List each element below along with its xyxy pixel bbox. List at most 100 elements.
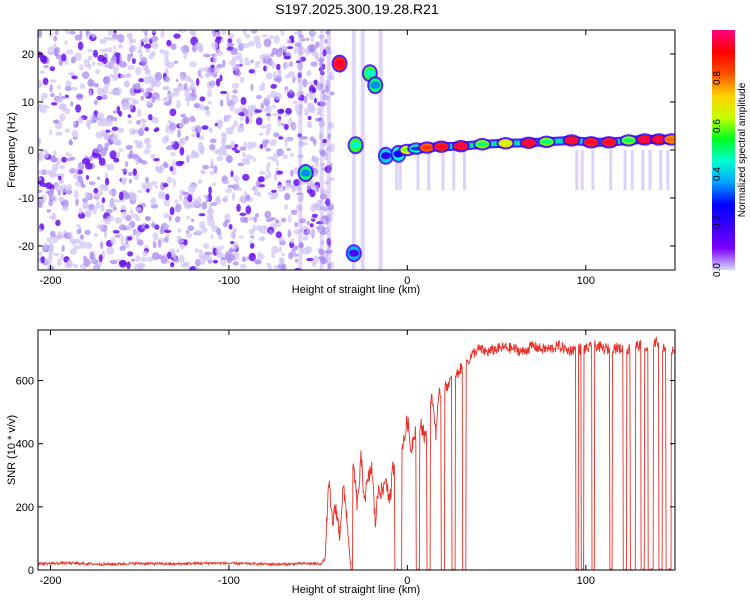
noise-blob — [87, 123, 91, 130]
spectrogram-x-ticks: -200 -100 0 100 — [39, 30, 595, 287]
noise-blob — [285, 179, 292, 184]
signal-gap-streak — [462, 150, 466, 190]
noise-blob — [150, 197, 157, 206]
noise-blob — [150, 153, 156, 159]
noise-blob — [47, 190, 54, 197]
noise-blob — [129, 45, 137, 52]
noise-blob — [271, 252, 276, 258]
signal-blob — [638, 137, 651, 142]
noise-blob — [42, 245, 49, 253]
noise-blob — [249, 252, 256, 262]
noise-blob — [151, 41, 159, 50]
noise-blob — [239, 212, 247, 216]
noise-blob — [148, 114, 153, 121]
snr-x-tick-label: 0 — [404, 575, 410, 587]
signal-gap-streak — [575, 150, 579, 190]
colorbar-tick-label: 0.2 — [712, 215, 723, 229]
noise-blob — [155, 166, 164, 173]
noise-blob — [61, 206, 69, 212]
noise-blob — [38, 177, 42, 181]
noise-blob — [298, 104, 304, 111]
noise-blob — [59, 165, 66, 170]
noise-blob — [266, 162, 272, 167]
snr-panel: -200 -100 0 100 0 200 400 600 Height of straig… — [6, 329, 676, 596]
spectrogram-y-tick-label: 0 — [28, 145, 34, 157]
noise-blob — [247, 41, 255, 47]
noise-blob — [271, 62, 276, 69]
noise-blob — [72, 120, 77, 126]
noise-blob — [222, 59, 226, 68]
noise-blob — [165, 145, 174, 151]
spectrogram-x-tick-label: -200 — [39, 275, 61, 287]
noise-blob — [244, 191, 247, 195]
noise-blob — [241, 152, 247, 158]
noise-blob — [169, 108, 177, 117]
noise-blob — [174, 216, 181, 223]
noise-blob — [150, 36, 159, 42]
noise-blob — [299, 218, 306, 224]
noise-blob — [179, 194, 183, 202]
snr-series-line — [38, 335, 675, 570]
noise-blob — [146, 100, 152, 106]
noise-blob — [66, 49, 74, 55]
noise-blob — [134, 230, 140, 235]
noise-blob — [230, 170, 234, 178]
noise-blob — [292, 76, 298, 80]
noise-blob — [238, 112, 245, 117]
noise-blob — [286, 46, 294, 50]
noise-blob — [39, 182, 48, 187]
noise-blob — [206, 71, 212, 77]
spectrogram-y-tick-label: 10 — [22, 97, 34, 109]
noise-blob — [121, 210, 127, 220]
noise-blob — [173, 33, 181, 39]
noise-blob — [151, 223, 156, 228]
noise-blob — [119, 61, 127, 68]
noise-blob — [109, 59, 115, 69]
noise-blob — [199, 220, 206, 230]
noise-blob — [93, 99, 98, 105]
noise-blob — [65, 152, 70, 157]
noise-blob — [50, 92, 55, 98]
noise-blob — [288, 214, 292, 223]
noise-blob — [233, 120, 239, 127]
noise-blob — [64, 86, 72, 92]
noise-blob — [241, 256, 247, 263]
noise-blob — [265, 174, 269, 180]
noise-blob — [273, 92, 282, 101]
noise-blob — [84, 241, 93, 250]
noise-blob — [132, 129, 139, 134]
noise-blob — [289, 152, 294, 158]
noise-blob — [278, 47, 283, 52]
signal-blob — [622, 138, 635, 143]
noise-blob — [49, 84, 53, 93]
noise-blob — [186, 215, 191, 220]
noise-blob — [98, 184, 107, 190]
noise-blob — [100, 241, 104, 250]
noise-blob — [212, 259, 219, 264]
noise-blob — [61, 245, 65, 252]
noise-blob — [319, 193, 328, 200]
noise-blob — [135, 255, 141, 262]
noise-blob — [188, 78, 194, 83]
signal-blob — [348, 249, 359, 257]
noise-blob — [284, 192, 290, 201]
noise-blob — [189, 61, 197, 68]
noise-blob — [298, 241, 304, 249]
noise-blob — [114, 217, 123, 224]
noise-blob — [236, 203, 241, 212]
noise-blob — [141, 30, 147, 33]
noise-blob — [224, 144, 233, 150]
noise-blob — [183, 51, 187, 60]
noise-blob — [320, 163, 326, 167]
noise-blob — [260, 124, 267, 129]
noise-blob — [309, 179, 315, 189]
noise-blob — [306, 120, 313, 129]
noise-blob — [329, 177, 335, 182]
noise-blob — [78, 64, 84, 71]
noise-blob — [111, 126, 119, 131]
noise-blob — [260, 225, 268, 235]
noise-blob — [265, 147, 271, 152]
noise-blob — [95, 131, 104, 139]
noise-blob — [38, 228, 43, 233]
noise-blob — [245, 205, 252, 215]
